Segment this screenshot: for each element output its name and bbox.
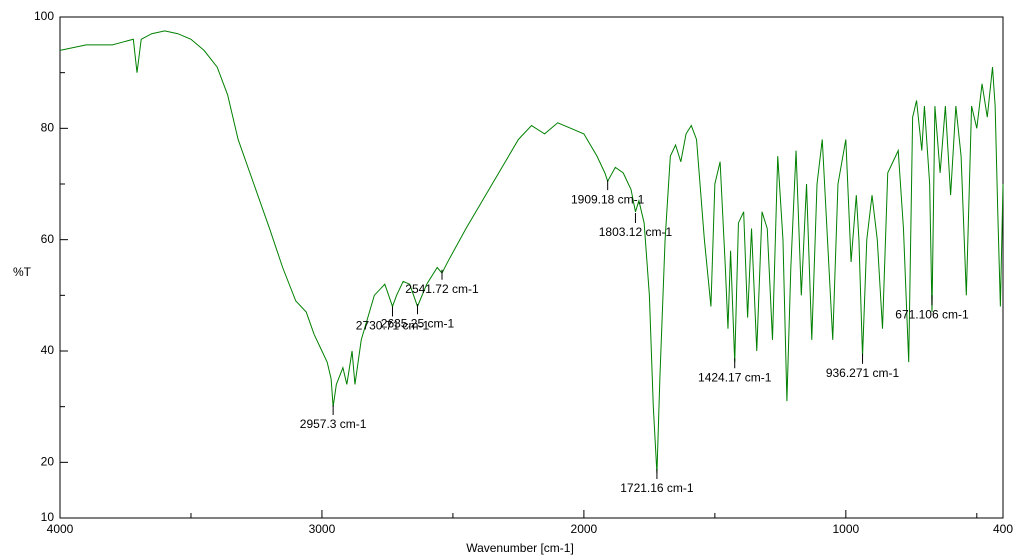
annotation-label: 671.106 cm-1: [895, 308, 969, 322]
y-axis-label: %T: [13, 265, 32, 279]
annotation-label: 1424.17 cm-1: [698, 370, 772, 384]
x-tick-label: 4000: [47, 522, 74, 536]
annotation-label: 1721.16 cm-1: [620, 481, 694, 495]
y-tick-label: 60: [41, 232, 55, 246]
y-tick-label: 80: [41, 121, 55, 135]
y-tick-label: 20: [41, 455, 55, 469]
x-axis-label: Wavenumber [cm-1]: [466, 541, 574, 555]
spectrum-line: [59, 30, 1004, 474]
plot-frame: [59, 16, 1004, 519]
annotation-label: 2635.25 cm-1: [381, 316, 455, 330]
annotation-label: 2541.72 cm-1: [405, 282, 479, 296]
annotation-label: 936.271 cm-1: [826, 366, 900, 380]
annotation-label: 1803.12 cm-1: [599, 225, 673, 239]
x-tick-label: 3000: [309, 522, 336, 536]
y-tick-label: 10: [41, 510, 55, 524]
y-tick-label: 100: [34, 9, 54, 23]
annotation-label: 2730.71 cm-1: [356, 319, 430, 333]
x-tick-label: 1000: [832, 522, 859, 536]
y-tick-label: 40: [41, 343, 55, 357]
x-tick-label: 400: [993, 522, 1013, 536]
annotation-label: 2957.3 cm-1: [300, 417, 367, 431]
x-tick-label: 2000: [571, 522, 598, 536]
annotation-label: 1909.18 cm-1: [571, 192, 645, 206]
